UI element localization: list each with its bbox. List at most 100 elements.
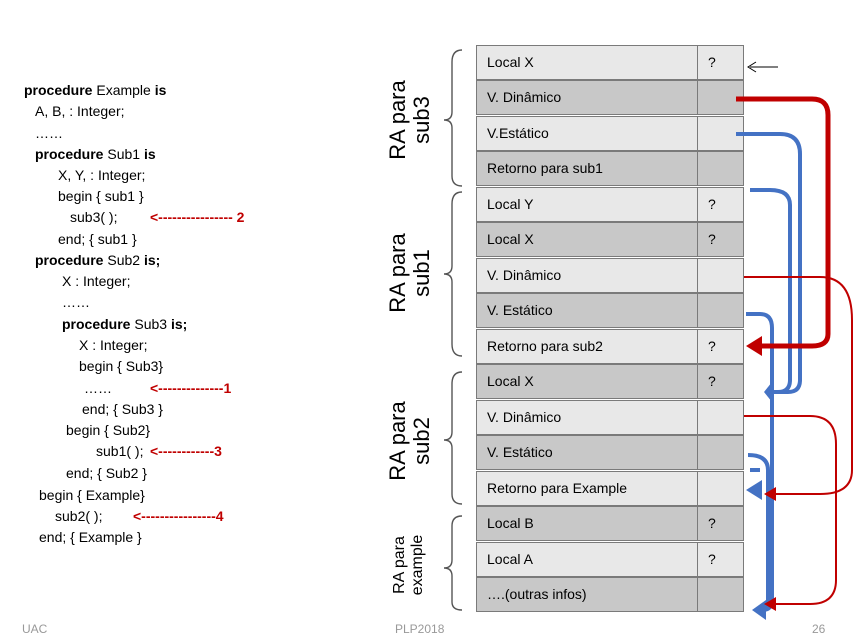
stack-row: Local X? xyxy=(476,222,744,257)
call-marker-3: <------------3 xyxy=(150,443,222,459)
static-link-sub1 xyxy=(750,188,792,394)
stack-row: Local B? xyxy=(476,506,744,541)
row-value-cell: ? xyxy=(697,543,745,576)
row-value-cell: ? xyxy=(697,330,745,363)
code-line: end; { Example } xyxy=(39,529,142,545)
stack-row: Retorno para Example xyxy=(476,471,744,506)
static-link-sub3 xyxy=(736,132,802,394)
row-label: V. Dinâmico xyxy=(487,89,562,105)
row-value: ? xyxy=(708,231,716,247)
row-label: V.Estático xyxy=(487,125,549,141)
row-label: V. Estático xyxy=(487,302,553,318)
arrowhead-red xyxy=(764,597,776,611)
code-line: …… xyxy=(84,380,112,396)
row-value-cell xyxy=(697,259,745,292)
stack-row: V. Dinâmico xyxy=(476,80,744,115)
stack-row: V. Dinâmico xyxy=(476,400,744,435)
code-line: begin { Sub3} xyxy=(79,358,164,374)
row-value-cell xyxy=(697,117,745,150)
code-line: procedure Sub3 is; xyxy=(62,315,187,333)
brace-group xyxy=(443,49,463,611)
keyword: is; xyxy=(170,316,188,332)
row-label: ….(outras infos) xyxy=(487,586,587,602)
code-line: A, B, : Integer; xyxy=(35,103,125,119)
identifier: Sub2 xyxy=(107,252,141,268)
keyword: is xyxy=(143,146,156,162)
row-value-cell: ? xyxy=(697,507,745,540)
arrowhead-red xyxy=(746,336,762,356)
keyword: procedure xyxy=(35,252,104,268)
identifier: Example xyxy=(96,82,151,98)
code-line-faint: sub1( ); xyxy=(96,443,144,459)
keyword: procedure xyxy=(24,82,93,98)
code-line: …… xyxy=(62,294,90,310)
code-line-faint: sub2( ); xyxy=(55,508,103,524)
row-value-cell xyxy=(697,152,745,185)
top-pointer-arrow xyxy=(747,61,778,73)
code-panel: procedure Example is A, B, : Integer; ……… xyxy=(0,0,380,632)
code-line: begin { Example} xyxy=(39,487,145,503)
dynamic-link-sub1 xyxy=(744,276,853,495)
row-label: Local X xyxy=(487,231,534,247)
row-value-cell xyxy=(697,578,745,611)
stack-row: Local X? xyxy=(476,364,744,399)
code-line-faint: sub3( ); xyxy=(70,209,118,225)
stack-row: Local A? xyxy=(476,542,744,577)
row-label: Local A xyxy=(487,551,533,567)
row-value: ? xyxy=(708,196,716,212)
code-line: X : Integer; xyxy=(62,273,131,289)
row-value-cell: ? xyxy=(697,365,745,398)
stack-row: V. Estático xyxy=(476,293,744,328)
row-label: V. Dinâmico xyxy=(487,267,562,283)
static-link-sub1b xyxy=(746,312,774,612)
dynamic-link-sub2 xyxy=(744,415,837,605)
code-line: end; { Sub2 } xyxy=(66,465,147,481)
row-label: Retorno para Example xyxy=(487,480,628,496)
dynamic-link-sub3 xyxy=(736,96,831,349)
brace-sub2 xyxy=(443,371,463,505)
keyword: is xyxy=(154,82,167,98)
stack-row: V.Estático xyxy=(476,116,744,151)
row-value-cell xyxy=(697,401,745,434)
stack-row: Local Y? xyxy=(476,187,744,222)
stack-row: Retorno para sub1 xyxy=(476,151,744,186)
identifier: Sub1 xyxy=(107,146,141,162)
row-label: V. Dinâmico xyxy=(487,409,562,425)
row-value: ? xyxy=(708,551,716,567)
brace-sub3 xyxy=(443,49,463,187)
footer-center: PLP2018 xyxy=(395,622,445,636)
code-line: procedure Example is xyxy=(24,81,166,99)
code-line: procedure Sub2 is; xyxy=(35,251,160,269)
identifier: Sub3 xyxy=(134,316,168,332)
code-line: X, Y, : Integer; xyxy=(58,167,146,183)
stack-row: V. Dinâmico xyxy=(476,258,744,293)
brace-example xyxy=(443,515,463,611)
row-value-cell xyxy=(697,294,745,327)
dynamic-links xyxy=(736,96,853,605)
row-value-cell xyxy=(697,472,745,505)
call-marker-2: <---------------- 2 xyxy=(150,209,245,225)
row-label: Retorno para sub1 xyxy=(487,160,603,176)
row-label: V. Estático xyxy=(487,444,553,460)
row-label: Local X xyxy=(487,373,534,389)
row-value-cell: ? xyxy=(697,188,745,221)
row-value-cell: ? xyxy=(697,46,745,79)
static-link-sub2 xyxy=(747,453,770,612)
call-marker-4: <----------------4 xyxy=(133,508,224,524)
dynamic-arrowheads xyxy=(746,336,776,611)
row-value: ? xyxy=(708,54,716,70)
footer-left: UAC xyxy=(22,622,48,636)
stack-row: ….(outras infos) xyxy=(476,577,744,612)
footer-page-number: 26 xyxy=(812,622,826,636)
code-line: procedure Sub1 is xyxy=(35,145,156,163)
code-line: X : Integer; xyxy=(79,337,148,353)
row-value-cell: ? xyxy=(697,223,745,256)
brace-sub1 xyxy=(443,191,463,357)
static-arrowheads xyxy=(746,382,772,620)
code-line: begin { Sub2} xyxy=(66,422,151,438)
arrowhead-blue xyxy=(746,480,762,500)
code-line: …… xyxy=(35,125,63,141)
row-value: ? xyxy=(708,373,716,389)
arrowhead-blue xyxy=(752,600,766,620)
